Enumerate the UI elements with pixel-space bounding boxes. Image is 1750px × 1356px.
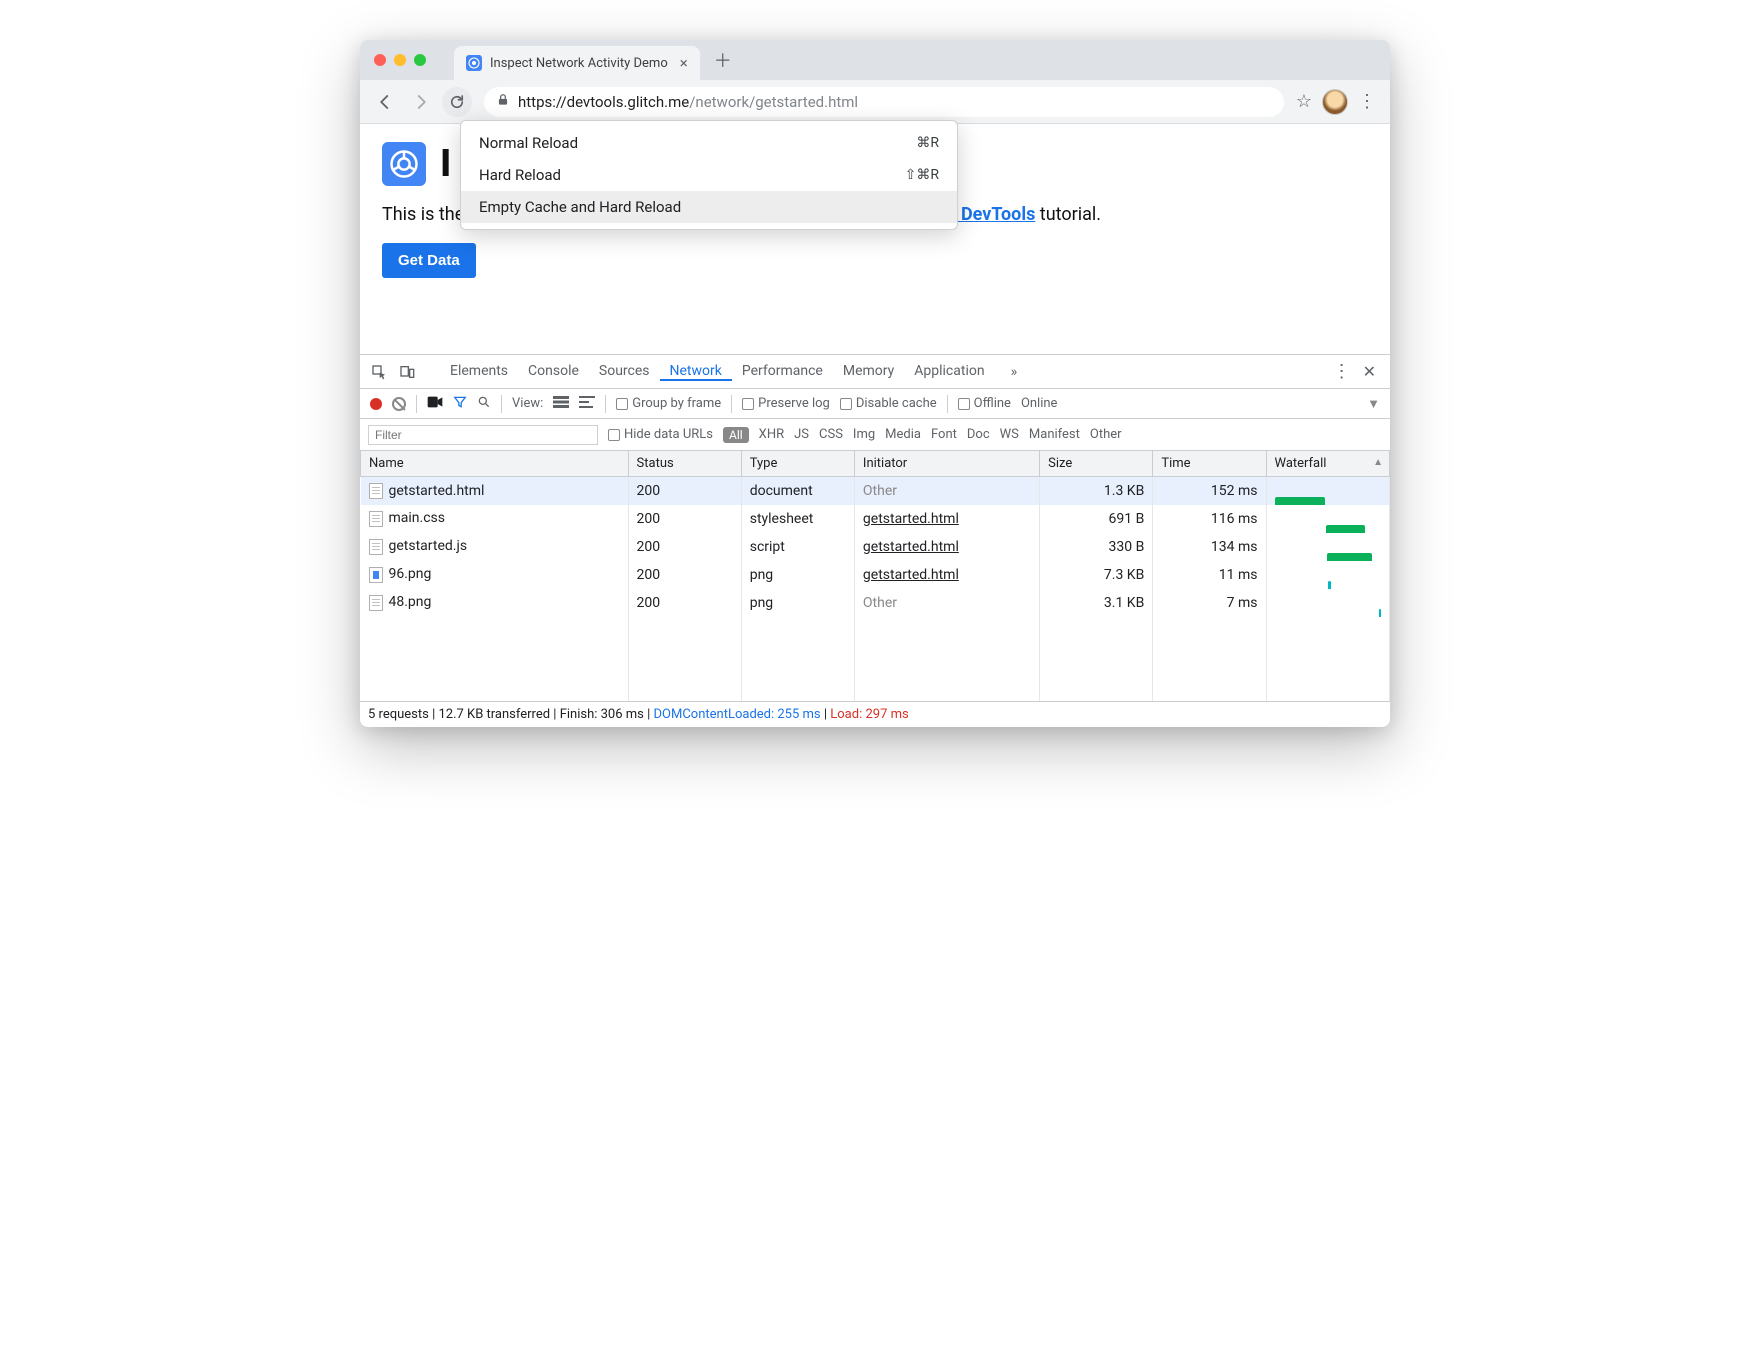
minimize-window-button[interactable] bbox=[394, 54, 406, 66]
new-tab-button[interactable]: ＋ bbox=[714, 47, 732, 73]
back-button[interactable] bbox=[370, 87, 400, 117]
filter-type-all[interactable]: All bbox=[723, 427, 749, 443]
filter-icon[interactable] bbox=[453, 395, 467, 413]
devtools-tab-memory[interactable]: Memory bbox=[833, 363, 904, 379]
overview-icon[interactable] bbox=[579, 396, 595, 412]
hide-data-urls-checkbox[interactable]: Hide data URLs bbox=[608, 427, 713, 442]
url-text: https://devtools.glitch.me/network/getst… bbox=[518, 93, 858, 111]
devtools-tab-application[interactable]: Application bbox=[904, 363, 994, 379]
chrome-menu-icon[interactable]: ⋮ bbox=[1358, 91, 1376, 112]
view-label: View: bbox=[512, 396, 543, 411]
lock-icon bbox=[496, 93, 510, 111]
network-table: Name Status Type Initiator Size Time Wat… bbox=[360, 451, 1390, 701]
table-row[interactable]: getstarted.html 200 document Other 1.3 K… bbox=[361, 477, 1390, 505]
file-icon bbox=[369, 511, 383, 527]
inspect-element-icon[interactable] bbox=[368, 364, 390, 380]
reload-context-menu: Normal Reload⌘RHard Reload⇧⌘REmpty Cache… bbox=[460, 120, 958, 230]
reload-menu-item[interactable]: Empty Cache and Hard Reload bbox=[461, 191, 957, 223]
devtools-tabstrip: ElementsConsoleSourcesNetworkPerformance… bbox=[360, 355, 1390, 389]
initiator-link[interactable]: getstarted.html bbox=[863, 567, 959, 583]
table-header-row: Name Status Type Initiator Size Time Wat… bbox=[361, 451, 1390, 477]
window-controls bbox=[360, 54, 426, 66]
col-waterfall[interactable]: Waterfall▲ bbox=[1266, 451, 1390, 477]
devtools-tab-elements[interactable]: Elements bbox=[440, 363, 518, 379]
file-icon bbox=[369, 539, 383, 555]
large-rows-icon[interactable] bbox=[553, 396, 569, 412]
filter-type-css[interactable]: CSS bbox=[819, 427, 843, 442]
tab-title: Inspect Network Activity Demo bbox=[490, 56, 668, 71]
filter-type-media[interactable]: Media bbox=[885, 427, 921, 442]
initiator-link[interactable]: getstarted.html bbox=[863, 511, 959, 527]
offline-checkbox[interactable]: Offline bbox=[958, 396, 1011, 411]
table-row[interactable]: getstarted.js 200 script getstarted.html… bbox=[361, 533, 1390, 561]
filter-type-doc[interactable]: Doc bbox=[967, 427, 990, 442]
table-row-empty bbox=[361, 645, 1390, 673]
reload-menu-item[interactable]: Normal Reload⌘R bbox=[461, 127, 957, 159]
filter-type-js[interactable]: JS bbox=[794, 427, 809, 442]
filter-type-manifest[interactable]: Manifest bbox=[1029, 427, 1080, 442]
filter-type-font[interactable]: Font bbox=[931, 427, 957, 442]
profile-avatar[interactable] bbox=[1322, 89, 1348, 115]
col-size[interactable]: Size bbox=[1040, 451, 1153, 477]
filter-type-other[interactable]: Other bbox=[1090, 427, 1122, 442]
table-row[interactable]: 96.png 200 png getstarted.html 7.3 KB 11… bbox=[361, 561, 1390, 589]
close-tab-icon[interactable]: × bbox=[680, 54, 688, 72]
devtools-tab-performance[interactable]: Performance bbox=[732, 363, 833, 379]
col-status[interactable]: Status bbox=[628, 451, 741, 477]
online-label[interactable]: Online bbox=[1021, 396, 1058, 411]
browser-toolbar: https://devtools.glitch.me/network/getst… bbox=[360, 80, 1390, 124]
device-toolbar-icon[interactable] bbox=[396, 364, 418, 380]
maximize-window-button[interactable] bbox=[414, 54, 426, 66]
group-by-frame-checkbox[interactable]: Group by frame bbox=[616, 396, 721, 411]
devtools-close-icon[interactable]: ✕ bbox=[1357, 362, 1382, 381]
initiator-text: Other bbox=[863, 595, 897, 611]
filter-type-img[interactable]: Img bbox=[853, 427, 875, 442]
devtools-tab-network[interactable]: Network bbox=[660, 363, 732, 381]
disable-cache-checkbox[interactable]: Disable cache bbox=[840, 396, 937, 411]
col-type[interactable]: Type bbox=[741, 451, 854, 477]
filter-type-ws[interactable]: WS bbox=[1000, 427, 1019, 442]
network-status-bar: 5 requests | 12.7 KB transferred | Finis… bbox=[360, 701, 1390, 727]
col-name[interactable]: Name bbox=[361, 451, 629, 477]
devtools-more-tabs[interactable]: » bbox=[1001, 355, 1028, 388]
browser-tab[interactable]: Inspect Network Activity Demo × bbox=[454, 46, 700, 80]
filter-input[interactable] bbox=[368, 425, 598, 445]
network-filter-bar: Hide data URLs All XHR JS CSS Img Media Font Do… bbox=[360, 419, 1390, 451]
network-toolbar: View: Group by frame Preserve log Disabl… bbox=[360, 389, 1390, 419]
camera-icon[interactable] bbox=[427, 396, 443, 412]
file-icon bbox=[369, 567, 383, 583]
devtools-menu-icon[interactable]: ⋮ bbox=[1333, 361, 1351, 382]
devtools-tab-sources[interactable]: Sources bbox=[589, 363, 660, 379]
col-time[interactable]: Time bbox=[1153, 451, 1266, 477]
bookmark-star-icon[interactable]: ☆ bbox=[1296, 91, 1312, 112]
titlebar: Inspect Network Activity Demo × ＋ bbox=[360, 40, 1390, 80]
get-data-button[interactable]: Get Data bbox=[382, 243, 476, 278]
devtools-tab-console[interactable]: Console bbox=[518, 363, 589, 379]
reload-menu-item[interactable]: Hard Reload⇧⌘R bbox=[461, 159, 957, 191]
file-icon bbox=[369, 483, 383, 499]
chrome-favicon-icon bbox=[466, 55, 482, 71]
forward-button[interactable] bbox=[406, 87, 436, 117]
search-icon[interactable] bbox=[477, 395, 491, 413]
preserve-log-checkbox[interactable]: Preserve log bbox=[742, 396, 830, 411]
filter-type-xhr[interactable]: XHR bbox=[759, 427, 784, 442]
initiator-link[interactable]: getstarted.html bbox=[863, 539, 959, 555]
reload-button[interactable] bbox=[442, 87, 472, 117]
clear-button[interactable] bbox=[392, 397, 406, 411]
address-bar[interactable]: https://devtools.glitch.me/network/getst… bbox=[484, 87, 1284, 117]
col-initiator[interactable]: Initiator bbox=[854, 451, 1039, 477]
close-window-button[interactable] bbox=[374, 54, 386, 66]
initiator-text: Other bbox=[863, 483, 897, 499]
file-icon bbox=[369, 595, 383, 611]
record-button[interactable] bbox=[370, 398, 382, 410]
table-row-empty bbox=[361, 617, 1390, 645]
browser-window: Inspect Network Activity Demo × ＋ https:… bbox=[360, 40, 1390, 727]
table-row[interactable]: 48.png 200 png Other 3.1 KB 7 ms bbox=[361, 589, 1390, 617]
table-row-empty bbox=[361, 673, 1390, 701]
throttling-dropdown-icon[interactable]: ▼ bbox=[1367, 396, 1380, 412]
table-row[interactable]: main.css 200 stylesheet getstarted.html … bbox=[361, 505, 1390, 533]
chrome-logo-icon bbox=[382, 142, 426, 186]
devtools-panel: ElementsConsoleSourcesNetworkPerformance… bbox=[360, 354, 1390, 727]
